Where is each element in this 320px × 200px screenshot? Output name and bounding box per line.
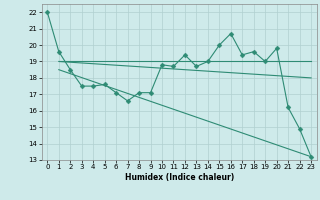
X-axis label: Humidex (Indice chaleur): Humidex (Indice chaleur) xyxy=(124,173,234,182)
